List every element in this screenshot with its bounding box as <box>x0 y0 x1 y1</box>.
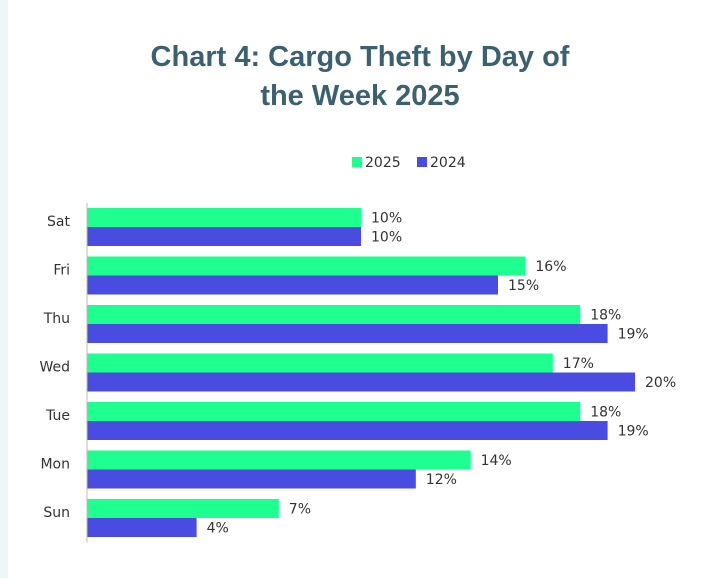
bar <box>87 372 635 392</box>
bar <box>87 518 197 537</box>
y-tick-label: Sun <box>43 505 70 521</box>
y-tick-label: Thu <box>43 311 70 327</box>
data-label: 19% <box>618 424 649 440</box>
legend-swatch <box>352 157 362 167</box>
bar <box>87 305 581 324</box>
data-label: 17% <box>563 356 594 372</box>
y-tick-label: Wed <box>39 360 70 376</box>
data-label: 19% <box>618 327 649 343</box>
data-label: 20% <box>645 375 676 391</box>
chart-title: Chart 4: Cargo Theft by Day of the Week … <box>150 41 570 112</box>
bar <box>87 450 471 470</box>
y-tick-label: Mon <box>40 457 70 473</box>
bar <box>87 275 498 295</box>
bar <box>87 227 361 246</box>
bar <box>87 402 581 421</box>
bar <box>87 256 526 276</box>
y-tick-label: Sat <box>47 214 70 230</box>
data-label: 7% <box>289 502 311 518</box>
data-label: 18% <box>590 405 621 421</box>
bar <box>87 469 416 489</box>
bar <box>87 499 279 518</box>
data-label: 16% <box>535 259 566 275</box>
data-label: 14% <box>481 453 512 469</box>
bar <box>87 324 608 343</box>
data-label: 10% <box>371 230 402 246</box>
data-label: 12% <box>426 472 457 488</box>
legend-label: 2024 <box>430 155 466 171</box>
data-label: 10% <box>371 211 402 227</box>
y-tick-label: Fri <box>53 263 70 279</box>
data-label: 18% <box>590 308 621 324</box>
y-tick-label: Tue <box>45 408 70 424</box>
legend-label: 2025 <box>365 155 401 171</box>
bar <box>87 421 608 440</box>
data-label: 4% <box>207 521 229 537</box>
bar <box>87 208 361 227</box>
data-label: 15% <box>508 278 539 294</box>
legend-swatch <box>417 157 427 167</box>
bar <box>87 353 553 373</box>
